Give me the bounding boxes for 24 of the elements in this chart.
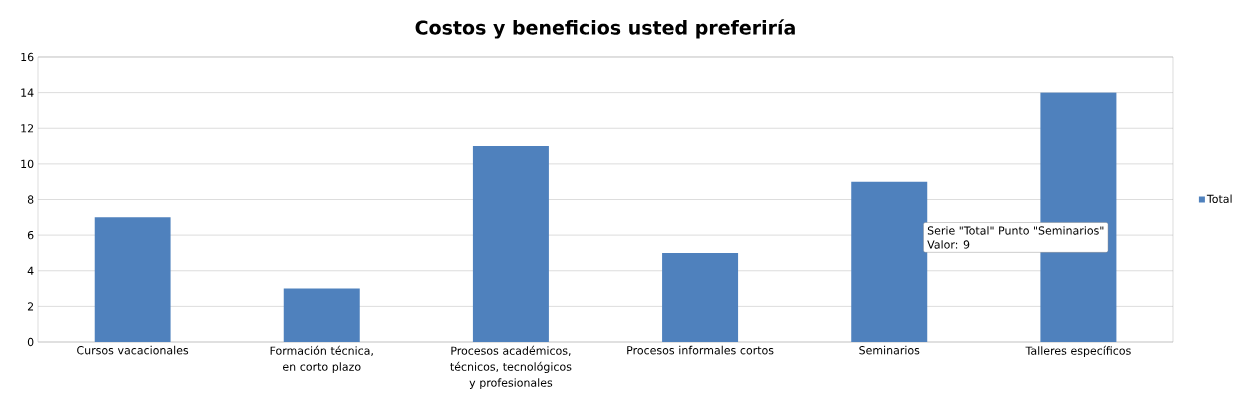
y-tick-label: 2 — [27, 302, 34, 311]
y-tick-label: 8 — [27, 195, 34, 204]
y-tick-label: 0 — [27, 337, 34, 347]
y-tick-label: 16 — [21, 52, 34, 62]
y-tick-label: 10 — [21, 159, 34, 169]
x-tick-label: Procesos informales cortos — [627, 345, 774, 355]
annotation: Serie "Total" Punto "Seminarios" — [927, 226, 1104, 235]
annotation: Valor: 9 — [927, 240, 970, 249]
x-tick-label: Talleres específicos — [1025, 345, 1131, 357]
x-tick-label: Procesos académicos, técnicos, tecnológicos y profesionales — [450, 345, 572, 389]
y-tick-label: 6 — [27, 230, 34, 240]
bar — [472, 146, 549, 342]
bar — [283, 288, 360, 342]
chart-title: Costos y beneficios usted preferiría — [415, 19, 795, 39]
x-tick-label: Cursos vacacionales — [77, 345, 189, 355]
y-tick-label: 12 — [21, 124, 34, 133]
bar — [851, 181, 928, 342]
legend-label: Total — [1206, 194, 1232, 204]
bar — [662, 252, 739, 342]
y-tick-label: 4 — [27, 266, 34, 275]
x-tick-label: Seminarios — [859, 345, 920, 355]
y-tick-label: 14 — [21, 88, 34, 97]
bar — [94, 217, 171, 342]
x-tick-label: Formación técnica, en corto plazo — [270, 345, 373, 373]
